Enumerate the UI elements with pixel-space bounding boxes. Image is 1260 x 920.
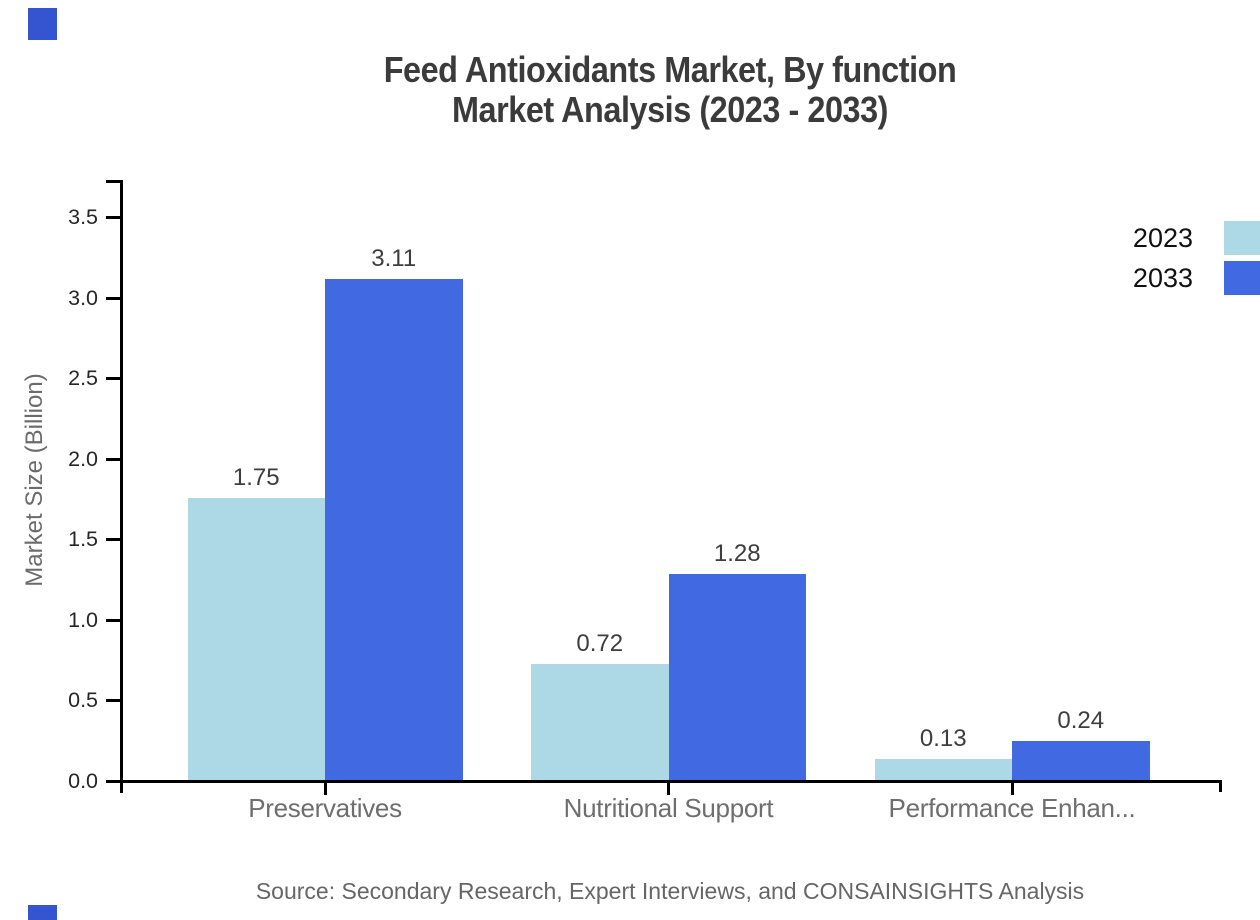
y-tick-label: 3.5: [68, 205, 98, 229]
bar-2023-2: [874, 759, 1012, 780]
chart-title-line1: Feed Antioxidants Market, By function: [383, 49, 957, 90]
y-tick-mark: [106, 780, 120, 783]
legend-label-2033: 2033: [1132, 263, 1193, 293]
bar-2033-0: [325, 279, 463, 780]
bar-value-label: 1.28: [713, 540, 761, 567]
y-tick-mark: [106, 377, 120, 381]
y-tick-mark: [106, 296, 120, 300]
bar-2023-1: [531, 664, 669, 780]
y-tick-label: 1.5: [68, 527, 98, 552]
y-tick-label: 2.0: [68, 446, 98, 471]
y-axis-line: [120, 180, 123, 793]
x-category-label: Performance Enhan...: [888, 793, 1136, 823]
y-tick-mark: [106, 699, 120, 703]
y-tick-mark: [106, 618, 120, 622]
y-axis-end-cap: [106, 180, 123, 183]
y-tick-mark: [106, 216, 120, 219]
chart-title-line2: Market Analysis (2023 - 2033): [452, 89, 888, 130]
x-axis-line: [120, 780, 1222, 783]
x-tick-mark: [323, 783, 327, 795]
brand-mark-top-left: [28, 8, 57, 40]
y-tick-mark: [106, 457, 120, 461]
bar-2033-2: [1012, 741, 1150, 780]
y-tick-label: 1.0: [68, 607, 98, 632]
y-axis-title: Market Size (Billion): [21, 373, 48, 587]
legend-swatch-2033: [1224, 261, 1260, 295]
bar-value-label: 3.11: [371, 245, 417, 272]
y-tick-label: 0.0: [68, 769, 98, 793]
chart-title: Feed Antioxidants Market, By function Ma…: [148, 50, 1192, 130]
bar-value-label: 1.75: [232, 464, 280, 491]
y-tick-label: 0.5: [68, 688, 98, 713]
y-tick-label: 3.0: [68, 285, 98, 310]
bar-2023-0: [187, 498, 325, 780]
source-note: Source: Secondary Research, Expert Inter…: [255, 878, 1085, 904]
x-tick-mark: [667, 783, 670, 795]
x-tick-mark: [1010, 783, 1014, 795]
legend-swatch-2023: [1224, 221, 1260, 255]
bar-value-label: 0.24: [1057, 707, 1105, 734]
bar-2033-1: [668, 574, 806, 780]
brand-mark-bottom-left: [28, 905, 57, 920]
bar-value-label: 0.72: [576, 630, 624, 657]
x-axis-end-cap: [1219, 780, 1222, 792]
legend-label-2023: 2023: [1132, 223, 1193, 253]
y-tick-label: 2.5: [68, 366, 98, 391]
bar-value-label: 0.13: [919, 725, 967, 752]
y-tick-mark: [106, 538, 120, 542]
x-category-label: Nutritional Support: [563, 793, 774, 823]
x-category-label: Preservatives: [248, 793, 402, 823]
